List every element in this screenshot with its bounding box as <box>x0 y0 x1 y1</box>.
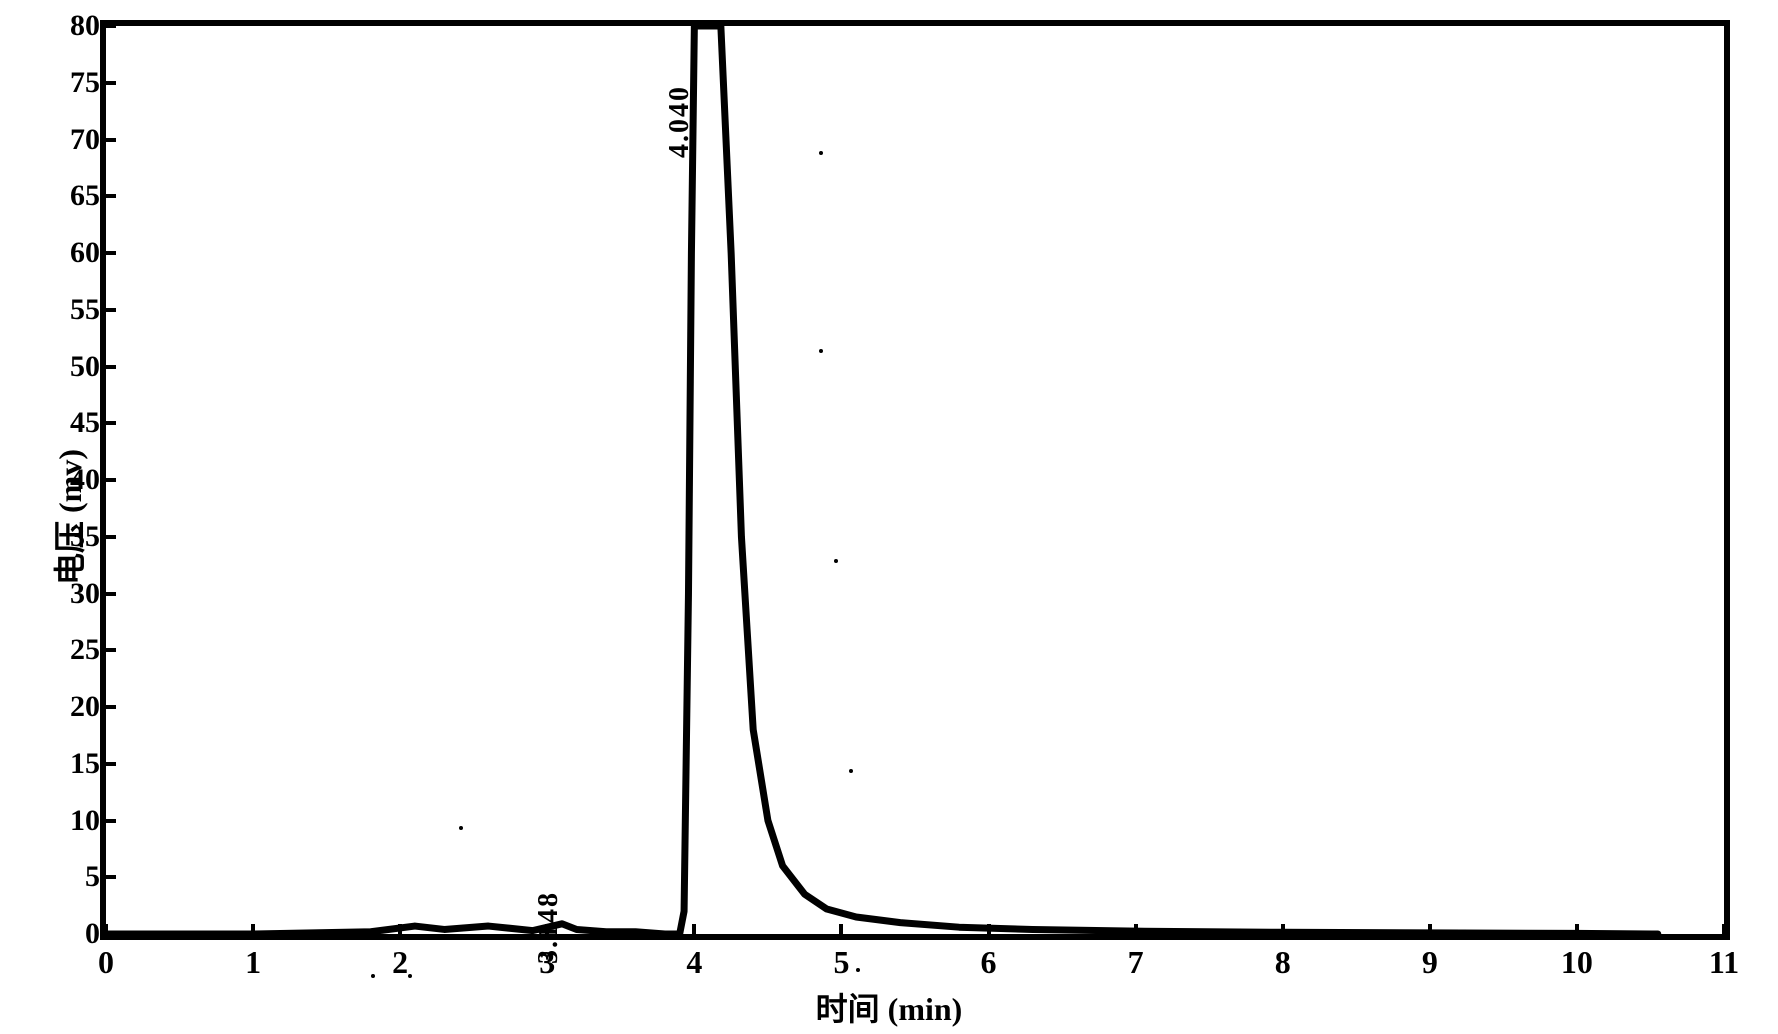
y-tick-label: 45 <box>70 406 106 440</box>
chromatogram-trace <box>106 26 1658 934</box>
y-tick-label: 75 <box>70 66 106 100</box>
peak-rt-label: 3.148 <box>533 891 565 964</box>
scan-noise-speck <box>408 974 412 978</box>
y-tick-label: 60 <box>70 236 106 270</box>
chromatogram-line-svg <box>106 26 1724 934</box>
x-tick-label: 11 <box>1709 934 1739 981</box>
y-tick-label: 55 <box>70 293 106 327</box>
chromatogram-chart: 电压 (mv) 时间 (min) 05101520253035404550556… <box>0 0 1778 1034</box>
x-tick-label: 10 <box>1561 934 1593 981</box>
y-tick-label: 70 <box>70 123 106 157</box>
x-tick-label: 5 <box>833 934 849 981</box>
x-tick-label: 4 <box>686 934 702 981</box>
scan-noise-speck <box>371 974 375 978</box>
y-tick-label: 40 <box>70 463 106 497</box>
scan-noise-speck <box>856 968 860 972</box>
x-tick-label: 9 <box>1422 934 1438 981</box>
x-tick-label: 2 <box>392 934 408 981</box>
x-tick-label: 7 <box>1128 934 1144 981</box>
plot-area: 0510152025303540455055606570758001234567… <box>100 20 1730 940</box>
x-axis-label: 时间 (min) <box>816 984 963 1030</box>
x-tick-label: 6 <box>981 934 997 981</box>
peak-rt-label: 4.040 <box>664 85 696 158</box>
y-tick-label: 50 <box>70 350 106 384</box>
y-tick-label: 30 <box>70 577 106 611</box>
y-tick-label: 15 <box>70 747 106 781</box>
y-tick-label: 5 <box>85 860 106 894</box>
x-tick-label: 1 <box>245 934 261 981</box>
x-tick-label: 8 <box>1275 934 1291 981</box>
y-tick-label: 65 <box>70 179 106 213</box>
y-tick-label: 35 <box>70 520 106 554</box>
x-tick-label: 0 <box>98 934 114 981</box>
y-tick-label: 80 <box>70 9 106 43</box>
y-tick-label: 10 <box>70 804 106 838</box>
y-tick-label: 20 <box>70 690 106 724</box>
y-tick-label: 25 <box>70 633 106 667</box>
